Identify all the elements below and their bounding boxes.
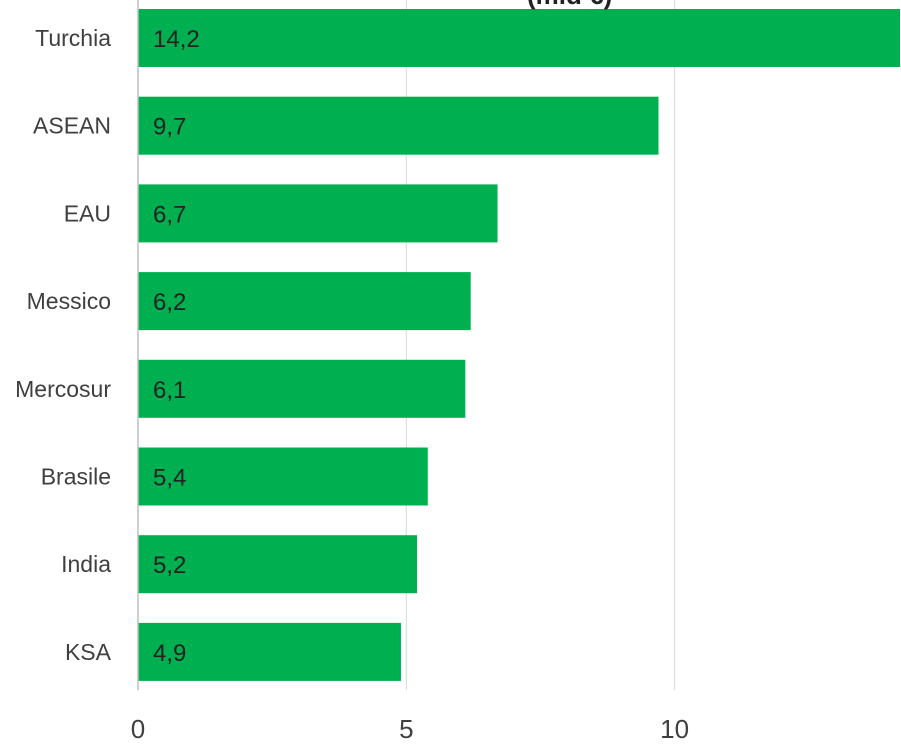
bar-value-label: 6,7: [153, 201, 186, 228]
bar-value-label: 5,4: [153, 465, 186, 492]
bar-value-label: 9,7: [153, 114, 186, 141]
category-label: India: [61, 551, 111, 577]
x-tick-label: 5: [399, 714, 413, 744]
chart-title-fragment: (mld €): [527, 0, 612, 10]
bar-value-label: 5,2: [153, 552, 186, 579]
category-label: Messico: [27, 288, 111, 314]
x-tick-label: 10: [660, 714, 689, 744]
bar: [138, 9, 900, 67]
bar: [138, 184, 498, 243]
bar-value-label: 4,9: [153, 640, 186, 667]
category-label: ASEAN: [33, 113, 111, 139]
bar: [138, 447, 428, 506]
category-label: Mercosur: [15, 376, 111, 402]
bar: [138, 359, 466, 418]
category-label: EAU: [64, 200, 111, 226]
bar: [138, 622, 401, 681]
bar: [138, 96, 659, 155]
labels: 0 5 10 14,2 Turchia 9,7 ASEAN 6,7 EAU 6,2 Messico 6…: [15, 25, 689, 744]
bar-value-label: 6,2: [153, 289, 186, 316]
bar-value-label: 6,1: [153, 377, 186, 404]
bar: [138, 535, 418, 594]
bar-value-label: 14,2: [153, 26, 200, 53]
bar: [138, 272, 471, 331]
bars: [138, 9, 900, 681]
category-label: Brasile: [41, 464, 111, 490]
x-tick-label: 0: [131, 714, 145, 744]
category-label: KSA: [65, 639, 112, 665]
category-label: Turchia: [35, 25, 111, 51]
